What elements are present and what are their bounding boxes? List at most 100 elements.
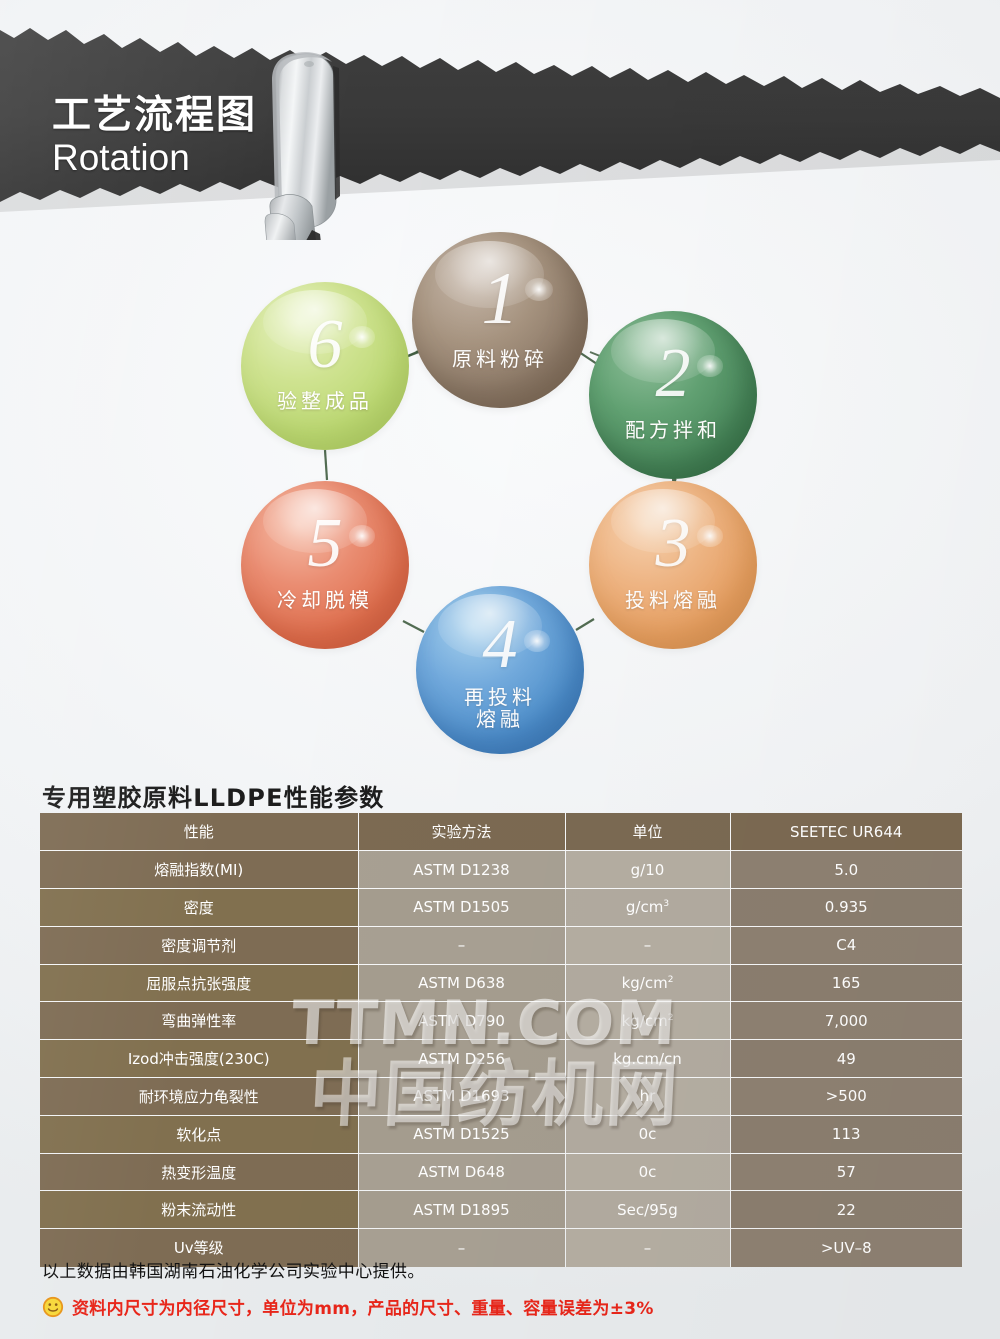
table-row: 密度调节剂 – – C4 bbox=[40, 926, 962, 965]
sphere-specular-icon bbox=[348, 325, 376, 348]
torn-strip-dark bbox=[0, 28, 1000, 202]
table-row: 弯曲弹性率 ASTM D790 kg/cm2 7,000 bbox=[40, 1001, 962, 1041]
cell-property: 密度 bbox=[40, 888, 359, 927]
cell-unit: hr bbox=[565, 1077, 731, 1116]
cell-value: >UV–8 bbox=[730, 1228, 962, 1267]
spec-table: 性能 实验方法 单位 SEETEC UR644 熔融指数(MI) ASTM D12… bbox=[40, 813, 962, 1267]
flow-node-3-number: 3 bbox=[655, 505, 691, 582]
unit-superscript: 2 bbox=[667, 975, 674, 986]
cell-property: 屈服点抗张强度 bbox=[40, 964, 359, 1003]
sphere-specular-icon bbox=[696, 354, 724, 377]
cell-method: ASTM D638 bbox=[358, 964, 566, 1003]
flow-node-4-number: 4 bbox=[482, 606, 518, 683]
table-header-row: 性能 实验方法 单位 SEETEC UR644 bbox=[40, 813, 962, 852]
flow-node-1-number: 1 bbox=[481, 258, 519, 340]
cell-unit: g/10 bbox=[565, 850, 731, 890]
flow-node-6[interactable]: 6 验整成品 bbox=[241, 282, 409, 450]
cell-value: 49 bbox=[730, 1039, 962, 1079]
col-header-unit: 单位 bbox=[565, 813, 731, 852]
flow-node-4-label: 再投料 熔融 bbox=[464, 685, 536, 732]
flow-node-4[interactable]: 4 再投料 熔融 bbox=[416, 586, 584, 754]
table-row: 熔融指数(MI) ASTM D1238 g/10 5.0 bbox=[40, 850, 962, 890]
flow-node-5-number: 5 bbox=[307, 505, 343, 582]
flow-node-1-label: 原料粉碎 bbox=[452, 347, 548, 371]
cell-value: C4 bbox=[730, 926, 962, 965]
cell-value: 57 bbox=[730, 1153, 962, 1192]
footer-tolerance-note: 资料内尺寸为内径尺寸，单位为mm，产品的尺寸、重量、容量误差为±3% bbox=[72, 1299, 654, 1319]
cell-property: 弯曲弹性率 bbox=[40, 1001, 359, 1041]
cell-method: ASTM D648 bbox=[358, 1153, 566, 1192]
footer-source-note: 以上数据由韩国湖南石油化学公司实验中心提供。 bbox=[42, 1262, 425, 1282]
cell-method: ASTM D1693 bbox=[358, 1077, 566, 1116]
unit-superscript: 2 bbox=[667, 1012, 674, 1023]
flow-node-5-label: 冷却脱模 bbox=[277, 588, 373, 612]
spec-table-body: 熔融指数(MI) ASTM D1238 g/10 5.0 密度 ASTM D1505 g/c… bbox=[40, 850, 962, 1267]
sphere-specular-icon bbox=[348, 524, 376, 547]
footer-warning-row: 资料内尺寸为内径尺寸，单位为mm，产品的尺寸、重量、容量误差为±3% bbox=[42, 1294, 654, 1319]
torn-paper-banner-graphic bbox=[0, 28, 1000, 240]
tear-shadow bbox=[0, 144, 1000, 212]
flow-node-3[interactable]: 3 投料熔融 bbox=[589, 481, 757, 649]
flow-node-2-number: 2 bbox=[655, 335, 691, 412]
cell-method: ASTM D256 bbox=[358, 1039, 566, 1079]
cell-value: 113 bbox=[730, 1115, 962, 1154]
page-title: 专用塑胶原料LLDPE性能参数 bbox=[42, 784, 385, 812]
cell-unit: – bbox=[565, 1228, 731, 1267]
flow-node-3-label: 投料熔融 bbox=[625, 588, 721, 612]
cell-property: 熔融指数(MI) bbox=[40, 850, 359, 890]
cell-property: 软化点 bbox=[40, 1115, 359, 1154]
cell-method: ASTM D1895 bbox=[358, 1190, 566, 1230]
table-row: 耐环境应力龟裂性 ASTM D1693 hr >500 bbox=[40, 1077, 962, 1116]
cell-method: ASTM D1525 bbox=[358, 1115, 566, 1154]
cell-unit: Sec/95g bbox=[565, 1190, 731, 1230]
cell-method: – bbox=[358, 926, 566, 965]
table-row: Izod冲击强度(230C) ASTM D256 kg.cm/cn 49 bbox=[40, 1039, 962, 1079]
spec-table-head: 性能 实验方法 单位 SEETEC UR644 bbox=[40, 813, 962, 852]
cell-method: – bbox=[358, 1228, 566, 1267]
cell-unit: kg.cm/cn bbox=[565, 1039, 731, 1079]
col-header-method: 实验方法 bbox=[358, 813, 566, 852]
process-flow-diagram: 1 原料粉碎 2 配方拌和 3 投料熔融 4 再投料 熔融 5 bbox=[0, 180, 1000, 780]
sphere-specular-icon bbox=[696, 524, 724, 547]
cell-value: >500 bbox=[730, 1077, 962, 1116]
cell-property: Uv等级 bbox=[40, 1228, 359, 1267]
paper-roll bbox=[264, 52, 340, 240]
sphere-specular-icon bbox=[524, 277, 553, 301]
cell-method: ASTM D1238 bbox=[358, 850, 566, 890]
cell-unit: kg/cm2 bbox=[565, 1001, 731, 1041]
banner-title-en: Rotation bbox=[52, 137, 190, 178]
flow-node-2[interactable]: 2 配方拌和 bbox=[589, 311, 757, 479]
cell-property: 粉末流动性 bbox=[40, 1190, 359, 1230]
cell-property: 热变形温度 bbox=[40, 1153, 359, 1192]
spec-table-container: 性能 实验方法 单位 SEETEC UR644 熔融指数(MI) ASTM D12… bbox=[40, 813, 962, 1267]
cell-unit: 0c bbox=[565, 1115, 731, 1154]
cell-value: 7,000 bbox=[730, 1001, 962, 1041]
cell-value: 165 bbox=[730, 964, 962, 1003]
banner-text-block: 工艺流程图 Rotation bbox=[52, 96, 257, 176]
cell-unit: kg/cm2 bbox=[565, 964, 731, 1003]
cell-value: 5.0 bbox=[730, 850, 962, 890]
table-row: Uv等级 – – >UV–8 bbox=[40, 1228, 962, 1267]
banner-title-cn: 工艺流程图 bbox=[52, 93, 258, 138]
table-row: 软化点 ASTM D1525 0c 113 bbox=[40, 1115, 962, 1154]
cell-unit: g/cm3 bbox=[565, 888, 731, 927]
flow-node-6-label: 验整成品 bbox=[277, 389, 373, 413]
flow-node-1[interactable]: 1 原料粉碎 bbox=[412, 232, 588, 408]
cell-method: ASTM D1505 bbox=[358, 888, 566, 927]
flow-node-2-label: 配方拌和 bbox=[625, 418, 721, 442]
flow-node-6-number: 6 bbox=[307, 306, 343, 383]
col-header-property: 性能 bbox=[40, 813, 359, 852]
smiley-face-icon bbox=[42, 1296, 64, 1317]
cell-unit: – bbox=[565, 926, 731, 965]
table-row: 粉末流动性 ASTM D1895 Sec/95g 22 bbox=[40, 1190, 962, 1230]
flow-node-5[interactable]: 5 冷却脱模 bbox=[241, 481, 409, 649]
table-row: 密度 ASTM D1505 g/cm3 0.935 bbox=[40, 888, 962, 927]
unit-superscript: 3 bbox=[663, 899, 670, 910]
cell-property: 密度调节剂 bbox=[40, 926, 359, 965]
table-row: 热变形温度 ASTM D648 0c 57 bbox=[40, 1153, 962, 1192]
cell-unit: 0c bbox=[565, 1153, 731, 1192]
cell-method: ASTM D790 bbox=[358, 1001, 566, 1041]
sphere-specular-icon bbox=[523, 629, 551, 652]
table-row: 屈服点抗张强度 ASTM D638 kg/cm2 165 bbox=[40, 964, 962, 1003]
